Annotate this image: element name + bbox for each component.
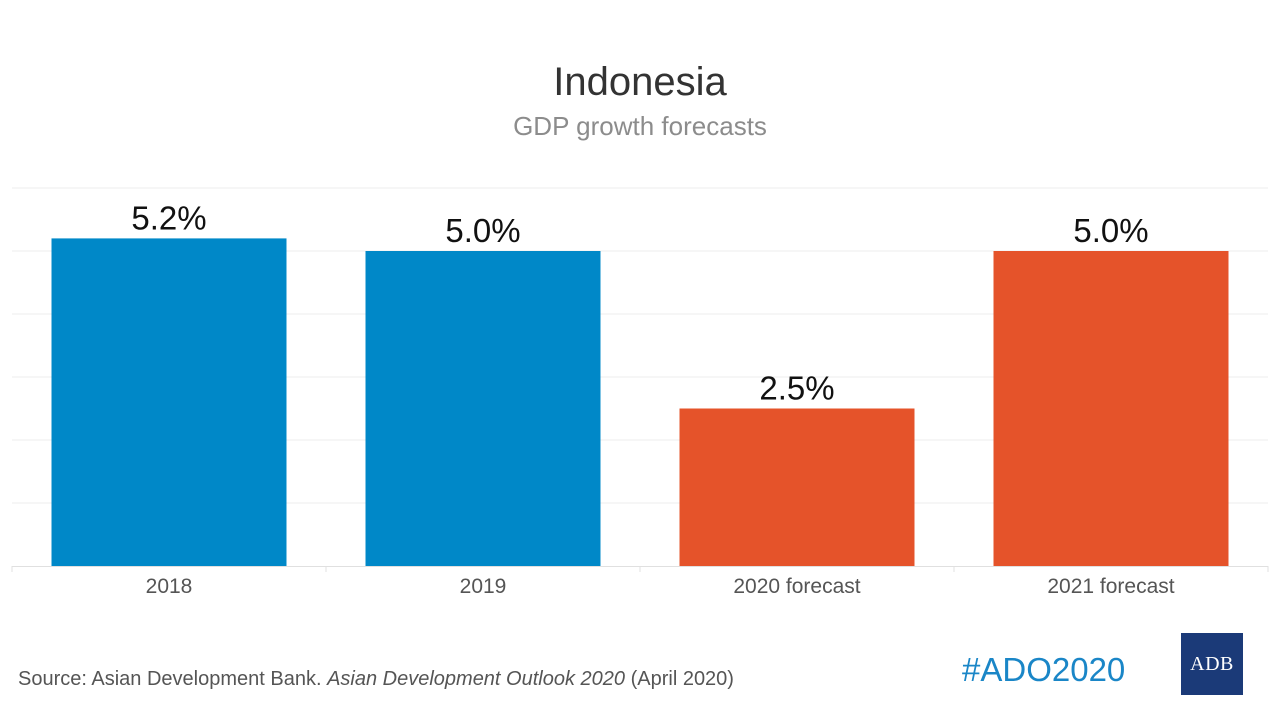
source-note: Source: Asian Development Bank. Asian De… bbox=[18, 666, 734, 692]
data-label: 2.5% bbox=[759, 370, 834, 407]
adb-logo: ADB bbox=[1181, 633, 1243, 695]
bar-2018 bbox=[51, 238, 287, 566]
x-tick-label: 2020 forecast bbox=[733, 575, 860, 598]
value-labels: 5.2% 5.0% 2.5% 5.0% bbox=[131, 199, 1148, 406]
bar-chart: 5.2% 5.0%2.5%5.0% 2018 2019 2020 forecast 20… bbox=[11, 187, 1269, 598]
x-axis-ticks bbox=[11, 566, 1269, 572]
x-tick-label: 2021 forecast bbox=[1047, 575, 1174, 598]
x-tick-label: 2018 bbox=[146, 575, 193, 598]
x-tick-label: 2019 bbox=[460, 575, 507, 598]
adb-logo-text: ADB bbox=[1190, 652, 1234, 675]
bar-2021-forecast bbox=[993, 251, 1229, 566]
source-prefix: Source: Asian Development Bank. bbox=[18, 668, 328, 690]
chart-subtitle: GDP growth forecasts bbox=[513, 111, 767, 141]
hashtag-label: #ADO2020 bbox=[962, 651, 1126, 688]
bar-2019 bbox=[365, 251, 601, 566]
data-label: 5.0% bbox=[1073, 212, 1148, 249]
bar-2020-forecast bbox=[679, 408, 915, 566]
bars bbox=[51, 238, 1229, 566]
data-label: 5.0% bbox=[445, 212, 520, 249]
data-label: 5.2% bbox=[131, 199, 206, 236]
source-suffix: (April 2020) bbox=[625, 668, 734, 690]
x-axis-labels: 2018 2019 2020 forecast 2021 forecast bbox=[146, 575, 1175, 598]
source-publication: Asian Development Outlook 2020 bbox=[327, 668, 626, 690]
chart-title: Indonesia bbox=[553, 60, 727, 104]
